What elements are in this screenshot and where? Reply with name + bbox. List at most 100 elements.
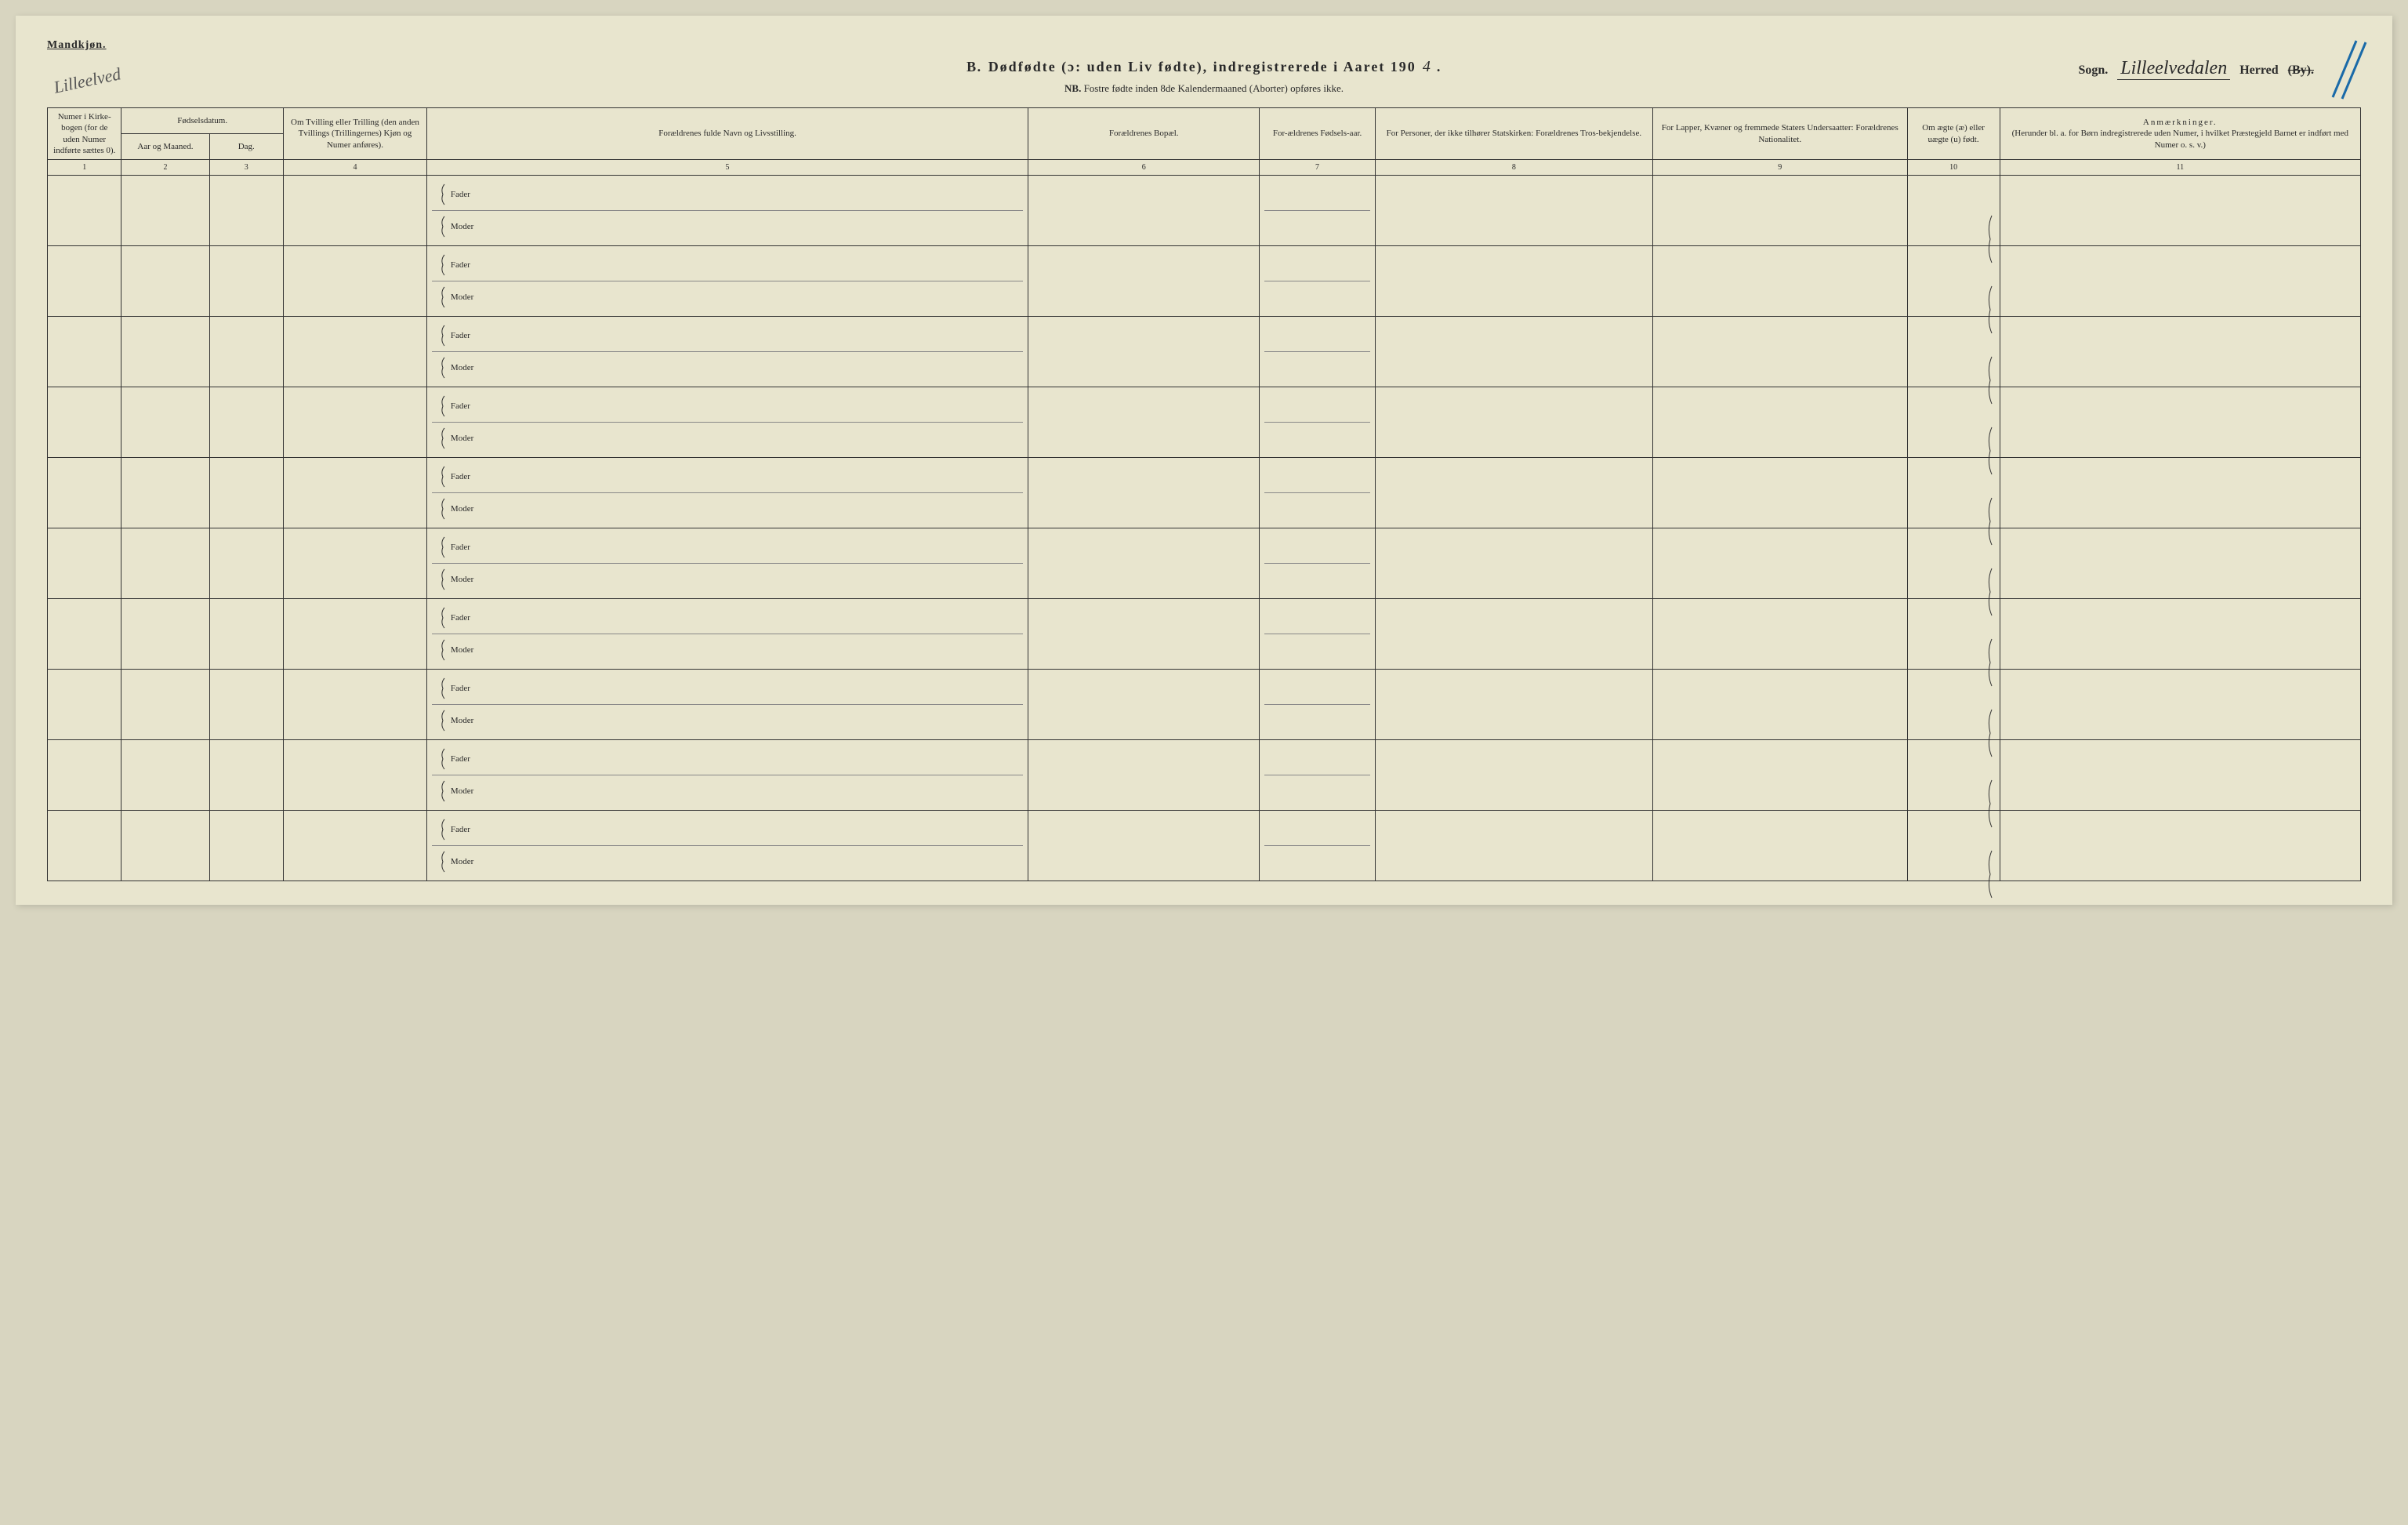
birthyear-cell (1260, 246, 1376, 317)
col-header-birthdate: Fødselsdatum. (121, 108, 284, 134)
herred-label: Herred (2239, 64, 2278, 78)
col-num: 4 (283, 160, 426, 176)
legitimacy-cell (1907, 176, 2000, 246)
col-num: 7 (1260, 160, 1376, 176)
parents-name-cell: FaderModer (426, 458, 1028, 528)
col-header-11-title: Anmærkninger. (2005, 117, 2355, 128)
birthyear-cell (1260, 740, 1376, 811)
col-num: 10 (1907, 160, 2000, 176)
empty-cell (283, 176, 426, 246)
table-row: FaderModer (48, 176, 2361, 246)
empty-cell (1375, 387, 1652, 458)
empty-cell (209, 176, 283, 246)
moder-label: Moder (451, 504, 473, 514)
page-title: Dødfødte (ɔ: uden Liv fødte), indregistr… (988, 59, 1416, 75)
col-header-1: Numer i Kirke-bogen (for de uden Numer i… (48, 108, 121, 160)
empty-cell (1028, 387, 1260, 458)
fader-label: Fader (451, 260, 470, 270)
table-row: FaderModer (48, 317, 2361, 387)
register-table: Numer i Kirke-bogen (for de uden Numer i… (47, 107, 2361, 881)
col-header-8: For Personer, der ikke tilhører Statskir… (1375, 108, 1652, 160)
empty-cell (1028, 458, 1260, 528)
empty-cell (283, 811, 426, 881)
parents-name-cell: FaderModer (426, 811, 1028, 881)
empty-cell (48, 317, 121, 387)
empty-cell (1652, 740, 1907, 811)
col-num: 3 (209, 160, 283, 176)
parents-name-cell: FaderModer (426, 176, 1028, 246)
table-row: Fader Moder (48, 740, 2361, 811)
empty-cell (209, 458, 283, 528)
moder-label: Moder (451, 645, 473, 655)
empty-cell (283, 458, 426, 528)
remarks-cell (2000, 599, 2360, 670)
empty-cell (1375, 317, 1652, 387)
remarks-cell (2000, 528, 2360, 599)
empty-cell (1375, 599, 1652, 670)
empty-cell (121, 811, 209, 881)
empty-cell (48, 599, 121, 670)
empty-cell (1028, 528, 1260, 599)
parents-name-cell: Fader Moder (426, 528, 1028, 599)
empty-cell (283, 670, 426, 740)
empty-cell (48, 528, 121, 599)
birthyear-cell (1260, 317, 1376, 387)
birthyear-cell (1260, 528, 1376, 599)
remarks-cell (2000, 317, 2360, 387)
remarks-cell (2000, 670, 2360, 740)
empty-cell (1028, 599, 1260, 670)
moder-label: Moder (451, 434, 473, 443)
title-prefix: B. (966, 59, 982, 75)
moder-label: Moder (451, 575, 473, 584)
moder-label: Moder (451, 857, 473, 866)
col-header-3: Dag. (209, 134, 283, 160)
empty-cell (209, 317, 283, 387)
birthyear-cell (1260, 176, 1376, 246)
empty-cell (121, 387, 209, 458)
moder-label: Moder (451, 363, 473, 372)
empty-cell (1375, 811, 1652, 881)
fader-label: Fader (451, 684, 470, 693)
sogn-label: Sogn. (2078, 64, 2108, 78)
sogn-handwritten: Lilleelvedalen (2117, 58, 2230, 80)
col-num: 5 (426, 160, 1028, 176)
empty-cell (209, 670, 283, 740)
empty-cell (1375, 246, 1652, 317)
col-header-6: Forældrenes Bopæl. (1028, 108, 1260, 160)
empty-cell (1375, 670, 1652, 740)
fader-label: Fader (451, 754, 470, 764)
empty-cell (1028, 811, 1260, 881)
parents-name-cell: FaderModer (426, 317, 1028, 387)
empty-cell (1652, 670, 1907, 740)
empty-cell (121, 458, 209, 528)
fader-label: Fader (451, 613, 470, 623)
empty-cell (1652, 317, 1907, 387)
empty-cell (209, 528, 283, 599)
empty-cell (209, 599, 283, 670)
col-header-2: Aar og Maaned. (121, 134, 209, 160)
table-row: FaderModer (48, 246, 2361, 317)
parents-name-cell: Fader Moder (426, 740, 1028, 811)
remarks-cell (2000, 387, 2360, 458)
empty-cell (121, 670, 209, 740)
moder-label: Moder (451, 786, 473, 796)
empty-cell (48, 458, 121, 528)
col-num: 9 (1652, 160, 1907, 176)
parents-name-cell: FaderModer (426, 387, 1028, 458)
birthyear-cell (1260, 599, 1376, 670)
empty-cell (1652, 246, 1907, 317)
year-handwritten: 4 (1423, 58, 1431, 76)
empty-cell (1028, 176, 1260, 246)
empty-cell (1652, 458, 1907, 528)
remarks-cell (2000, 176, 2360, 246)
empty-cell (121, 528, 209, 599)
gender-label: Mandkjøn. (47, 39, 2361, 52)
empty-cell (209, 246, 283, 317)
empty-cell (1375, 528, 1652, 599)
birthyear-cell (1260, 387, 1376, 458)
empty-cell (1028, 670, 1260, 740)
remarks-cell (2000, 246, 2360, 317)
fader-label: Fader (451, 543, 470, 552)
col-num: 6 (1028, 160, 1260, 176)
parents-name-cell: Fader Moder (426, 599, 1028, 670)
